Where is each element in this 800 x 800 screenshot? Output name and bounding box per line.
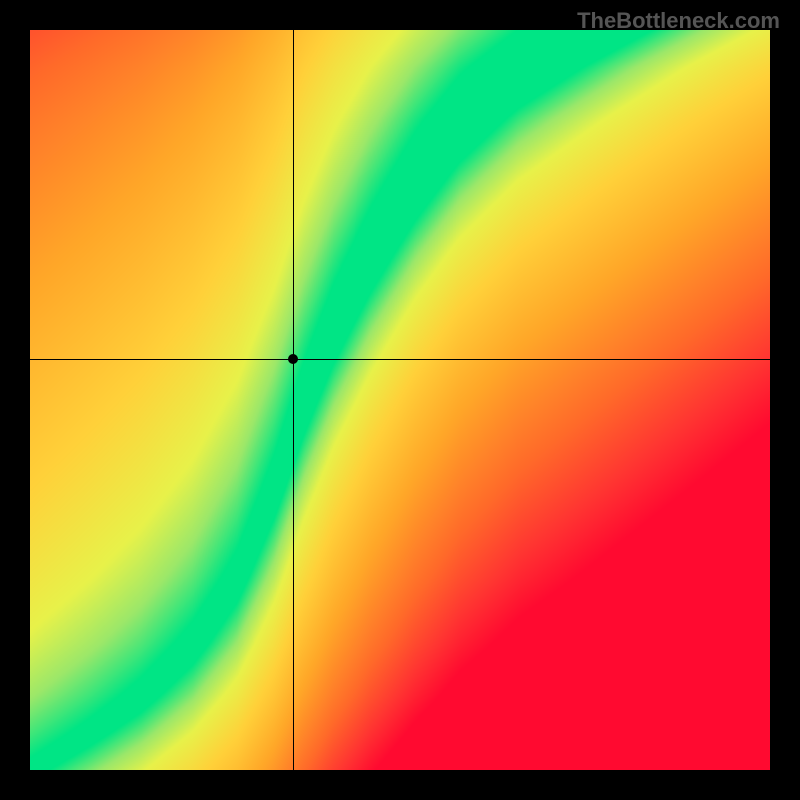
crosshair-marker	[288, 354, 298, 364]
heatmap-plot	[30, 30, 770, 770]
watermark-text: TheBottleneck.com	[577, 8, 780, 34]
heatmap-canvas	[30, 30, 770, 770]
crosshair-vertical	[293, 30, 294, 770]
crosshair-horizontal	[30, 359, 770, 360]
